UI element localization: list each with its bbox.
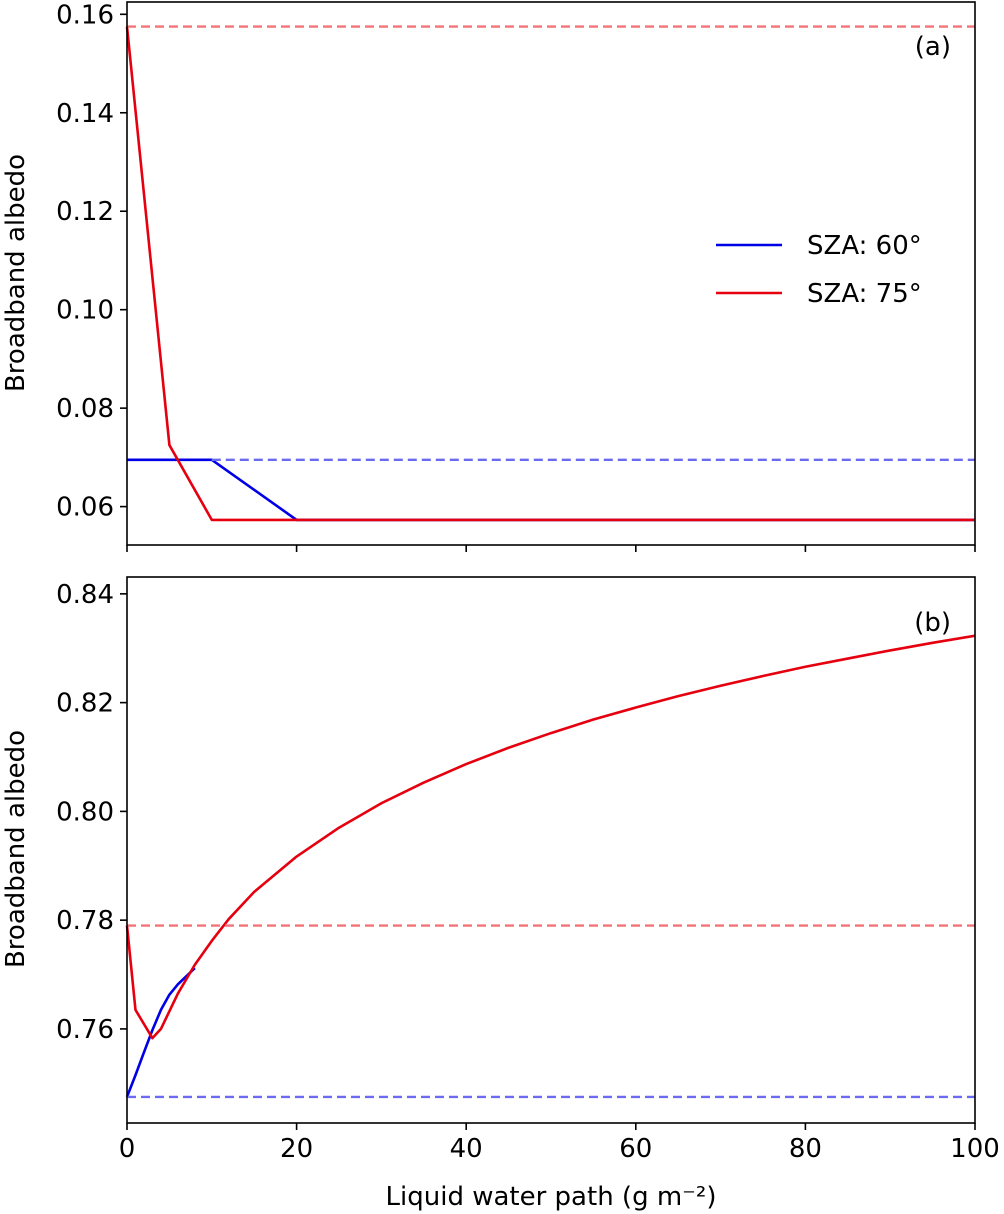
series-line-sza75-b [125, 634, 976, 1040]
y-tick-label-b: 0.84 [56, 580, 114, 610]
axes-frame-a [126, 1, 976, 546]
y-tick-label-a: 0.14 [56, 99, 114, 129]
series-line-sza60-b [125, 967, 196, 1098]
x-tick-label: 80 [789, 1134, 822, 1164]
x-tick-label: 60 [619, 1134, 652, 1164]
series-line-sza75-a [125, 26, 975, 522]
y-tick-label-b: 0.76 [56, 1015, 114, 1045]
panel-a: 0.06 0.08 0.10 0.12 0.14 0.16 (a) Broadband a… [1, 0, 976, 552]
x-tick-label: 20 [280, 1134, 313, 1164]
panel-b: 0 20 40 60 80 100 0.76 0.78 0.80 0.82 0.84 (b) Bro… [1, 576, 1000, 1212]
y-axis-label-b: Broadband albedo [1, 730, 31, 968]
series-line-sza60-a [127, 458, 975, 522]
legend-label-sza60: SZA: 60° [807, 231, 922, 261]
plot-area-b [125, 634, 976, 1099]
y-tick-label-a: 0.12 [56, 197, 114, 227]
y-axis-label-a: Broadband albedo [1, 154, 31, 392]
ticks-a: 0.06 0.08 0.10 0.12 0.14 0.16 [56, 0, 976, 552]
y-tick-label-b: 0.78 [56, 906, 114, 936]
ticks-b: 0 20 40 60 80 100 0.76 0.78 0.80 0.82 0.84 [56, 580, 1000, 1164]
panel-label-a: (a) [915, 32, 951, 62]
y-tick-label-a: 0.06 [56, 493, 114, 523]
x-tick-label: 0 [119, 1134, 136, 1164]
y-tick-label-a: 0.16 [56, 0, 114, 30]
x-tick-label: 100 [950, 1134, 1000, 1164]
plot-area-a [125, 25, 975, 522]
y-tick-label-b: 0.80 [56, 797, 114, 827]
x-axis-label: Liquid water path (g m⁻²) [386, 1182, 717, 1212]
y-tick-label-b: 0.82 [56, 689, 114, 719]
axes-frame-b [126, 576, 976, 1124]
panel-label-b: (b) [914, 608, 951, 638]
y-tick-label-a: 0.08 [56, 394, 114, 424]
legend: SZA: 60° SZA: 75° [716, 231, 922, 309]
x-tick-label: 40 [450, 1134, 483, 1164]
legend-label-sza75: SZA: 75° [807, 279, 922, 309]
y-tick-label-a: 0.10 [56, 296, 114, 326]
